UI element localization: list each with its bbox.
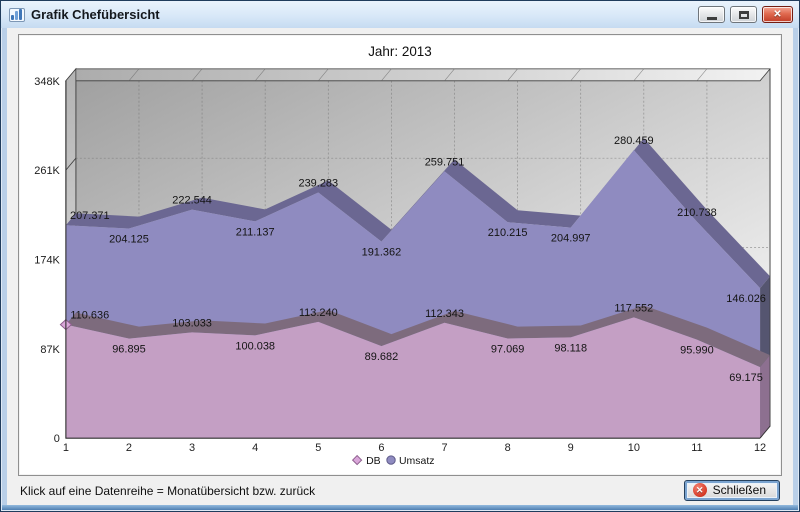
y-tick-label: 87K xyxy=(40,344,60,356)
data-label-db: 103.033 xyxy=(172,317,212,329)
axes xyxy=(65,68,771,439)
plot-top-face xyxy=(65,68,771,82)
data-label-umsatz: 204.125 xyxy=(109,233,149,245)
window-title: Grafik Chefübersicht xyxy=(31,7,160,22)
data-label-umsatz: 146.026 xyxy=(726,293,766,305)
x-tick-label: 9 xyxy=(568,442,574,454)
y-tick-label: 261K xyxy=(34,165,60,177)
series-area-db[interactable] xyxy=(65,317,761,439)
status-bar: Klick auf eine Datenreihe = Monatübersic… xyxy=(7,478,793,505)
data-label-umsatz: 210.738 xyxy=(677,207,717,219)
data-label-umsatz: 210.215 xyxy=(488,227,528,239)
x-tick-label: 3 xyxy=(189,442,195,454)
data-label-db: 113.240 xyxy=(299,307,338,319)
x-tick-label: 10 xyxy=(628,442,640,454)
x-tick-label: 6 xyxy=(378,442,384,454)
close-icon: ✕ xyxy=(773,9,782,20)
minimize-button[interactable] xyxy=(698,6,725,23)
series-side-db xyxy=(760,355,771,439)
data-label-db: 117.552 xyxy=(614,302,653,314)
data-label-db: 97.069 xyxy=(491,343,525,355)
x-tick-label: 5 xyxy=(315,442,321,454)
x-tick-label: 2 xyxy=(126,442,132,454)
minimize-icon xyxy=(706,16,717,20)
x-tick-label: 11 xyxy=(691,442,702,454)
legend: DB Umsatz xyxy=(351,454,434,467)
data-label-umsatz: 204.997 xyxy=(551,233,591,245)
schliessen-label: Schließen xyxy=(712,483,766,497)
data-label-umsatz: 222.544 xyxy=(172,195,212,207)
data-label-db: 100.038 xyxy=(235,340,275,352)
legend-diamond-icon xyxy=(351,454,363,466)
chart-panel: 348K 261K 174K 87K 0 1 2 3 4 5 6 7 8 9 10 11 12 110.636 96… xyxy=(18,34,782,476)
data-label-db: 110.636 xyxy=(70,310,109,322)
status-hint: Klick auf eine Datenreihe = Monatübersic… xyxy=(20,483,316,498)
data-label-db: 89.682 xyxy=(365,351,399,363)
x-tick-label: 1 xyxy=(63,442,69,454)
data-label-db: 95.990 xyxy=(680,345,714,357)
data-label-umsatz: 191.362 xyxy=(362,247,402,259)
legend-label-db[interactable]: DB xyxy=(366,456,381,467)
y-tick-label: 0 xyxy=(54,433,60,445)
legend-label-umsatz[interactable]: Umsatz xyxy=(399,456,434,467)
data-label-umsatz: 280.459 xyxy=(614,135,654,147)
y-tick-label: 348K xyxy=(34,76,60,88)
data-label-umsatz: 207.371 xyxy=(70,210,110,222)
x-tick-label: 12 xyxy=(754,442,766,454)
legend-circle-icon xyxy=(386,455,396,465)
title-bar: Grafik Chefübersicht ✕ xyxy=(1,1,799,28)
maximize-button[interactable] xyxy=(730,6,757,23)
data-label-umsatz: 211.137 xyxy=(236,226,275,238)
x-tick-label: 8 xyxy=(505,442,511,454)
data-label-db: 112.343 xyxy=(425,308,464,320)
x-tick-label: 7 xyxy=(441,442,447,454)
schliessen-button[interactable]: ✕ Schließen xyxy=(683,480,780,501)
data-label-umsatz: 239.283 xyxy=(298,177,338,189)
window-content: 348K 261K 174K 87K 0 1 2 3 4 5 6 7 8 9 10 11 12 110.636 96… xyxy=(7,28,793,505)
close-button[interactable]: ✕ xyxy=(762,6,793,23)
x-tick-label: 4 xyxy=(252,442,258,454)
data-label-db: 96.895 xyxy=(112,344,146,356)
data-label-db: 98.118 xyxy=(554,342,587,354)
chart-title: Jahr: 2013 xyxy=(368,44,432,59)
maximize-icon xyxy=(738,10,749,19)
data-label-db: 69.175 xyxy=(729,372,763,384)
data-label-umsatz: 259.751 xyxy=(425,156,465,168)
bar-chart-icon xyxy=(9,7,25,22)
y-tick-label: 174K xyxy=(34,254,60,266)
close-badge-icon: ✕ xyxy=(692,483,707,497)
